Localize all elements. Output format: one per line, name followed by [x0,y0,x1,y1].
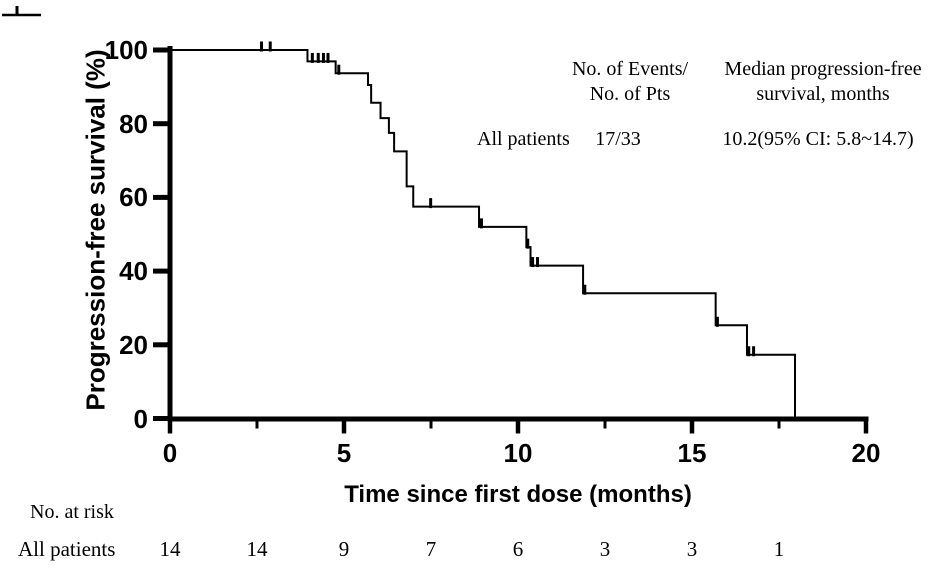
legend-events-header-line1: No. of Events/ [571,58,689,80]
x-axis-title: Time since first dose (months) [344,481,692,508]
y-tick-label: 20 [119,329,148,360]
legend-events-value: 17/33 [595,128,641,150]
y-tick-label: 80 [119,108,148,139]
at-risk-header: No. at risk [30,501,114,523]
at-risk-value: 3 [686,537,698,561]
at-risk-value: 14 [246,537,268,561]
y-tick-label: 0 [133,403,148,434]
at-risk-row-label: All patients [18,537,116,561]
legend-median-value: 10.2(95% CI: 5.8~14.7) [722,128,914,150]
y-tick-label: 100 [104,35,148,65]
x-tick-label: 0 [162,438,178,468]
x-tick-label: 10 [503,438,533,468]
y-tick-label: 60 [119,182,148,213]
at-risk-value: 9 [338,537,350,561]
x-tick-label: 20 [851,438,881,468]
censor-tick-line-icon [2,6,41,17]
x-tick-label: 5 [336,438,352,468]
at-risk-value: 1 [773,537,785,561]
at-risk-value: 6 [512,537,524,561]
km-step-curve [170,49,797,419]
legend-series-label: All patients [477,128,570,150]
y-tick-label: 40 [119,256,148,287]
legend-median-header: Median progression-free survival, months [710,57,931,107]
legend-median-header-line2: survival, months [756,83,890,105]
at-risk-value: 14 [159,537,181,561]
legend-events-header-line2: No. of Pts [589,83,671,105]
at-risk-value: 7 [425,537,437,561]
legend-events-header: No. of Events/ No. of Pts [549,57,711,107]
at-risk-value: 3 [599,537,611,561]
x-tick-label: 15 [677,438,707,468]
legend-median-header-line1: Median progression-free [724,58,922,80]
